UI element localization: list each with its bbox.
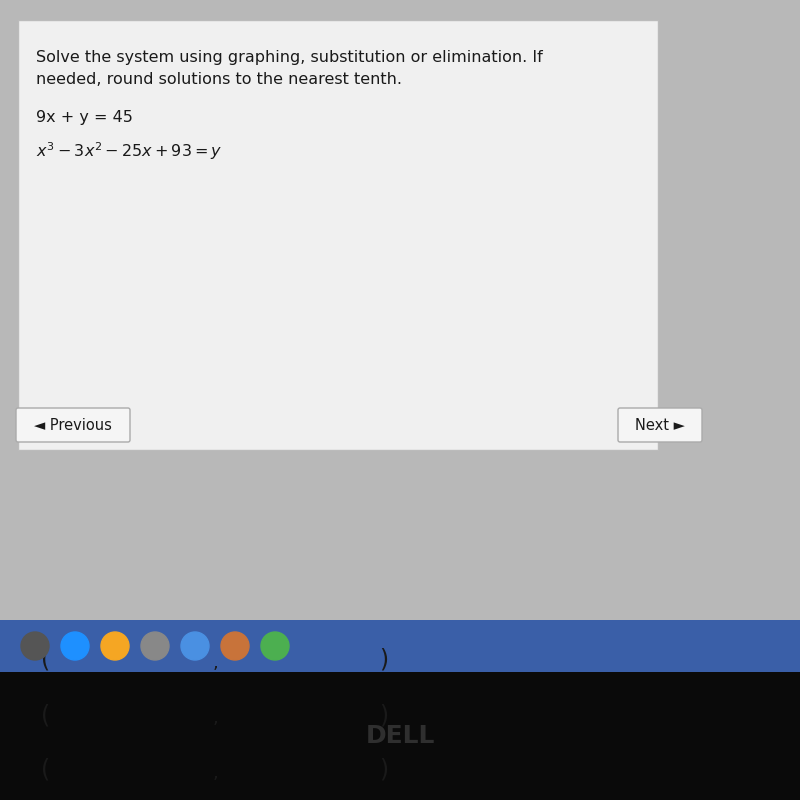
Text: ): ) bbox=[379, 758, 389, 782]
Bar bbox=[0, 620, 800, 672]
Circle shape bbox=[141, 632, 169, 660]
Bar bbox=[58, 640, 208, 680]
FancyBboxPatch shape bbox=[618, 408, 702, 442]
Text: ,: , bbox=[212, 764, 218, 782]
Text: DELL: DELL bbox=[366, 724, 434, 748]
Text: ,: , bbox=[212, 709, 218, 727]
Circle shape bbox=[61, 632, 89, 660]
Bar bbox=[0, 672, 800, 800]
Bar bbox=[58, 750, 208, 790]
Text: needed, round solutions to the nearest tenth.: needed, round solutions to the nearest t… bbox=[36, 72, 402, 87]
Text: ): ) bbox=[379, 648, 389, 672]
Text: ): ) bbox=[379, 703, 389, 727]
FancyBboxPatch shape bbox=[16, 408, 130, 442]
Text: (: ( bbox=[42, 648, 50, 672]
Text: Solve the system using graphing, substitution or elimination. If: Solve the system using graphing, substit… bbox=[36, 50, 542, 65]
Text: ,: , bbox=[212, 654, 218, 672]
Circle shape bbox=[221, 632, 249, 660]
Text: ◄ Previous: ◄ Previous bbox=[34, 418, 112, 433]
Circle shape bbox=[261, 632, 289, 660]
Text: $x^3 - 3x^2 - 25x + 93 = y$: $x^3 - 3x^2 - 25x + 93 = y$ bbox=[36, 140, 222, 162]
Text: (: ( bbox=[42, 758, 50, 782]
Bar bbox=[58, 695, 208, 735]
FancyBboxPatch shape bbox=[18, 20, 658, 450]
Circle shape bbox=[101, 632, 129, 660]
Bar bbox=[222, 750, 372, 790]
Text: Next ►: Next ► bbox=[635, 418, 685, 433]
Bar bbox=[222, 695, 372, 735]
Circle shape bbox=[181, 632, 209, 660]
Circle shape bbox=[21, 632, 49, 660]
Text: (: ( bbox=[42, 703, 50, 727]
Bar bbox=[222, 640, 372, 680]
Text: 9x + y = 45: 9x + y = 45 bbox=[36, 110, 133, 125]
